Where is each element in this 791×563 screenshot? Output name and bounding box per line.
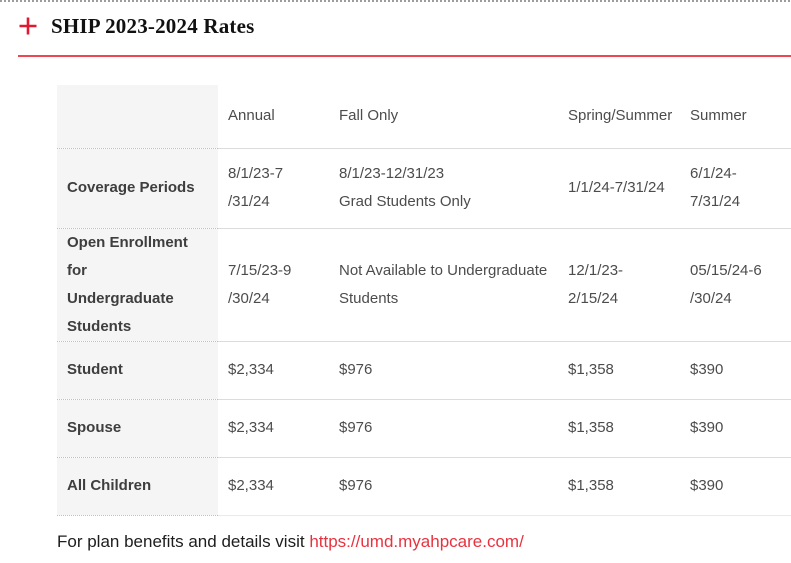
- table-row-student: Student $2,334 $976 $1,358 $390: [57, 340, 791, 399]
- section-title: SHIP 2023-2024 Rates: [51, 14, 255, 38]
- row-label: Open Enrollment for Undergraduate Studen…: [57, 227, 218, 341]
- cell-student-fall: $976: [329, 340, 558, 399]
- section-divider-rule: [18, 55, 791, 57]
- table-row-open-enrollment: Open Enrollment for Undergraduate Studen…: [57, 227, 791, 341]
- cell-enrollment-fall: Not Available to Undergraduate Students: [329, 227, 558, 341]
- cell-coverage-summer: 6/1/24-7/31/24: [680, 147, 791, 228]
- column-header-fall-only: Fall Only: [339, 107, 399, 125]
- cell-student-annual: $2,334: [218, 340, 329, 399]
- column-header-spring-summer: Spring/Summer: [568, 107, 673, 125]
- cell-coverage-spring-summer: 1/1/24-7/31/24: [558, 147, 680, 228]
- cell-spouse-annual: $2,334: [218, 398, 329, 457]
- cell-enrollment-spring-summer: 12/1/23-2/15/24: [558, 227, 680, 341]
- cell-enrollment-summer: 05/15/24-6 /30/24: [680, 227, 791, 341]
- corner-cell: [57, 85, 218, 148]
- cell-student-spring-summer: $1,358: [558, 340, 680, 399]
- accordion-header: SHIP 2023-2024 Rates: [18, 12, 791, 40]
- expand-toggle-button[interactable]: [18, 16, 38, 36]
- row-label: Coverage Periods: [57, 147, 218, 228]
- cell-children-annual: $2,334: [218, 456, 329, 516]
- cell-enrollment-annual: 7/15/23-9 /30/24: [218, 227, 329, 341]
- rates-table: Annual Fall Only Spring/Summer Summer Co…: [57, 85, 791, 516]
- cell-children-spring-summer: $1,358: [558, 456, 680, 516]
- top-dashed-divider: [0, 0, 791, 2]
- row-label: Spouse: [57, 398, 218, 457]
- cell-spouse-summer: $390: [680, 398, 791, 457]
- cell-coverage-annual: 8/1/23-7 /31/24: [218, 147, 329, 228]
- column-header-summer: Summer: [690, 107, 747, 125]
- row-label: Student: [57, 340, 218, 399]
- cell-coverage-fall: 8/1/23-12/31/23 Grad Students Only: [329, 147, 558, 228]
- cell-children-fall: $976: [329, 456, 558, 516]
- table-row-coverage-periods: Coverage Periods 8/1/23-7 /31/24 8/1/23-…: [57, 147, 791, 228]
- cell-spouse-fall: $976: [329, 398, 558, 457]
- cell-spouse-spring-summer: $1,358: [558, 398, 680, 457]
- plan-benefits-text: For plan benefits and details visit: [57, 531, 305, 551]
- column-header-annual: Annual: [228, 107, 275, 125]
- myahpcare-link[interactable]: https://umd.myahpcare.com/: [309, 531, 524, 551]
- plan-benefits-note: For plan benefits and details visit http…: [57, 532, 791, 552]
- table-row-all-children: All Children $2,334 $976 $1,358 $390: [57, 456, 791, 516]
- table-row-spouse: Spouse $2,334 $976 $1,358 $390: [57, 398, 791, 457]
- table-header-row: Annual Fall Only Spring/Summer Summer: [57, 85, 791, 148]
- plus-icon: [19, 17, 37, 35]
- cell-children-summer: $390: [680, 456, 791, 516]
- cell-student-summer: $390: [680, 340, 791, 399]
- row-label: All Children: [57, 456, 218, 516]
